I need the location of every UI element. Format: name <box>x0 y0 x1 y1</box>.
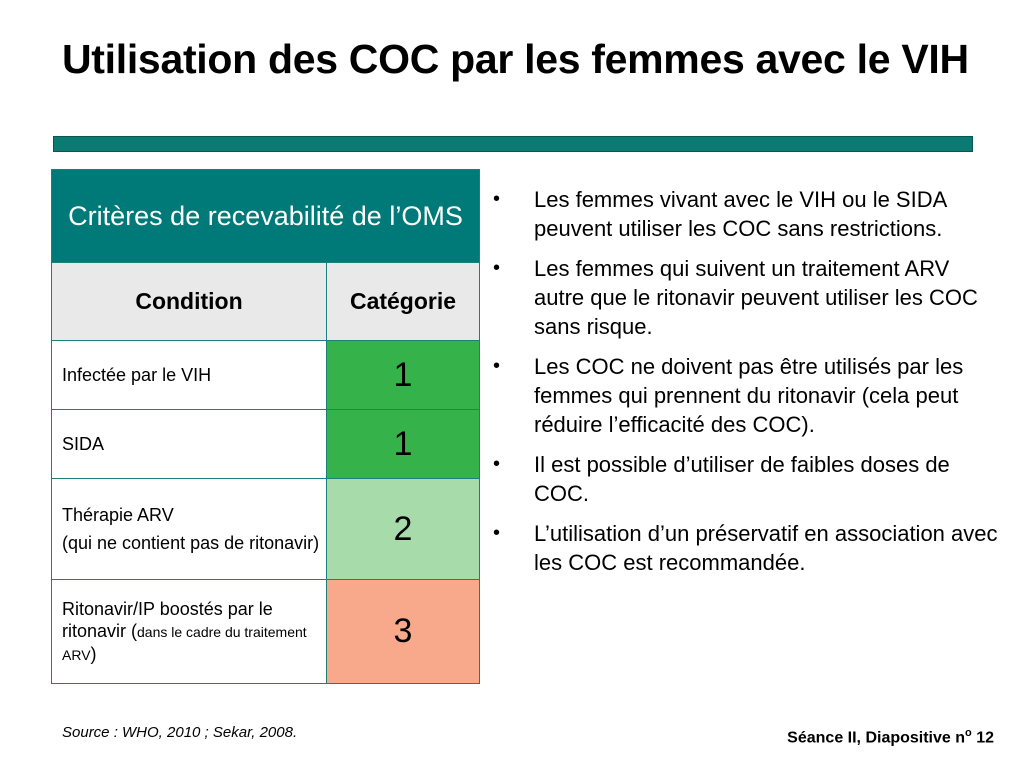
condition-cell: SIDA <box>51 409 327 479</box>
bullet-icon: • <box>493 257 501 279</box>
slide-title: Utilisation des COC par les femmes avec … <box>62 36 969 82</box>
condition-cell: Infectée par le VIH <box>51 340 327 410</box>
bullet-icon: • <box>493 188 501 210</box>
bullet-list: • Les femmes vivant avec le VIH ou le SID… <box>490 185 1000 588</box>
table-row: Infectée par le VIH 1 <box>51 340 480 410</box>
bullet-item: • Les femmes vivant avec le VIH ou le SID… <box>490 185 1000 243</box>
bullet-text: L’utilisation d’un préservatif en associ… <box>534 521 998 575</box>
condition-cell: Thérapie ARV (qui ne contient pas de rit… <box>51 478 327 580</box>
condition-line: (qui ne contient pas de ritonavir) <box>62 533 320 553</box>
category-cell: 1 <box>326 409 480 479</box>
bullet-item: • L’utilisation d’un préservatif en assoc… <box>490 519 1000 577</box>
table-header: Critères de recevabilité de l’OMS <box>51 169 480 263</box>
criteria-table: Critères de recevabilité de l’OMS Condit… <box>51 169 480 684</box>
slide-number-prefix: Séance II, Diapositive n <box>787 729 966 747</box>
bullet-text: Les COC ne doivent pas être utilisés par… <box>534 354 964 437</box>
column-header-category: Catégorie <box>326 262 480 341</box>
table-row: Ritonavir/IP boostés par le ritonavir (d… <box>51 579 480 684</box>
source-note: Source : WHO, 2010 ; Sekar, 2008. <box>62 724 298 741</box>
bullet-text: Il est possible d’utiliser de faibles do… <box>534 452 950 506</box>
condition-text: Ritonavir/IP boostés par le ritonavir ( <box>62 598 273 641</box>
bullet-item: • Il est possible d’utiliser de faibles d… <box>490 450 1000 508</box>
bullet-icon: • <box>493 522 501 544</box>
category-cell: 3 <box>326 579 480 684</box>
bullet-item: • Les COC ne doivent pas être utilisés pa… <box>490 352 1000 439</box>
category-cell: 2 <box>326 478 480 580</box>
bullet-item: • Les femmes qui suivent un traitement AR… <box>490 254 1000 341</box>
condition-close-paren: ) <box>90 643 97 664</box>
slide-number-sup: o <box>965 727 972 739</box>
slide-number-value: 12 <box>971 729 994 747</box>
bullet-text: Les femmes qui suivent un traitement ARV… <box>534 256 978 339</box>
slide-number: Séance II, Diapositive no 12 <box>787 727 994 747</box>
title-underline-bar <box>53 136 973 152</box>
column-header-condition: Condition <box>51 262 327 341</box>
condition-line: Thérapie ARV <box>62 505 174 525</box>
bullet-icon: • <box>493 355 501 377</box>
condition-cell: Ritonavir/IP boostés par le ritonavir (d… <box>51 579 327 684</box>
condition-note: dans le cadre du traitement ARV <box>62 623 307 663</box>
bullet-text: Les femmes vivant avec le VIH ou le SIDA… <box>534 187 947 241</box>
table-row: SIDA 1 <box>51 409 480 479</box>
table-row: Thérapie ARV (qui ne contient pas de rit… <box>51 478 480 580</box>
category-cell: 1 <box>326 340 480 410</box>
bullet-icon: • <box>493 453 501 475</box>
